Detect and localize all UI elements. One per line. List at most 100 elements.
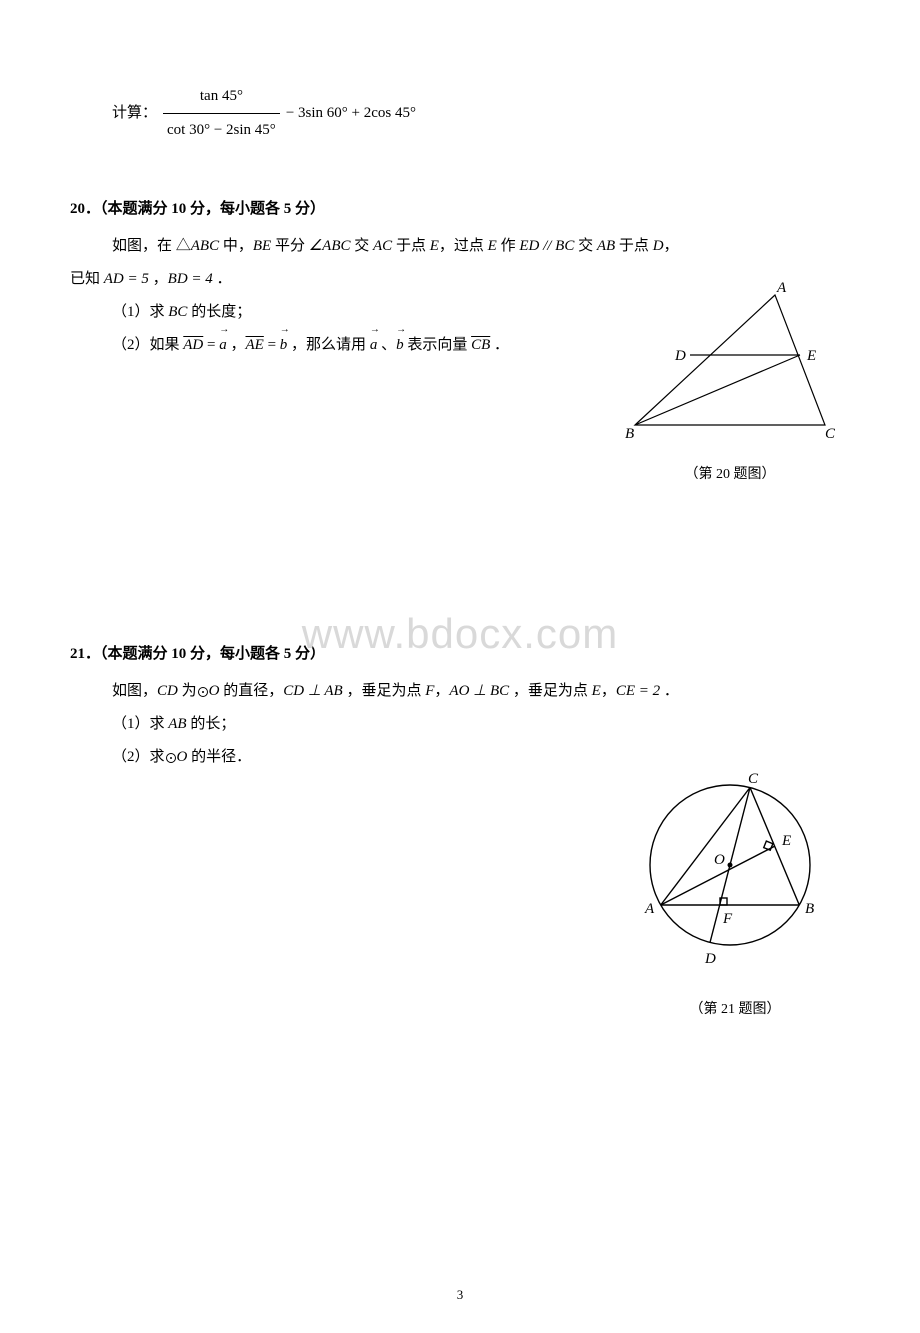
m: a xyxy=(370,329,378,362)
t: 中， xyxy=(219,238,253,254)
q20-num: 20 xyxy=(70,201,85,217)
m: b xyxy=(280,329,288,362)
m: E xyxy=(592,683,601,699)
t: 于点 xyxy=(392,238,430,254)
m: BD = 4 xyxy=(168,271,213,287)
t: ，垂足为点 xyxy=(509,683,592,699)
lblB: B xyxy=(625,426,634,442)
q19-fraction: tan 45° cot 30° − 2sin 45° xyxy=(163,80,280,147)
t: 为 xyxy=(178,683,197,699)
t: ． xyxy=(660,683,679,699)
t: 表示向量 xyxy=(404,337,472,353)
circle-svg: C E O A B F D xyxy=(635,765,835,985)
m: ∠ABC xyxy=(309,238,351,254)
t: （1）求 xyxy=(112,304,168,320)
t: 平分 xyxy=(271,238,309,254)
m: CD ⊥ AB xyxy=(283,683,342,699)
q21-caption: （第 21 题图） xyxy=(635,998,835,1018)
lblC: C xyxy=(825,426,835,442)
q21-part1: （1）求 AB 的长； xyxy=(70,708,850,741)
m: O xyxy=(209,683,220,699)
m: AB xyxy=(597,238,615,254)
t: ． xyxy=(213,271,232,287)
lblO: O xyxy=(714,852,725,868)
page-number: 3 xyxy=(457,1287,464,1303)
q21-heading: 21．（本题满分 10 分，每小题各 5 分） xyxy=(70,642,850,663)
t: 作 xyxy=(497,238,520,254)
lblE: E xyxy=(806,348,816,364)
m: b xyxy=(396,329,404,362)
m: a xyxy=(219,329,227,362)
t: 如图，在 △ xyxy=(112,238,191,254)
t: （2）求 xyxy=(112,749,165,765)
m: CB xyxy=(471,337,490,353)
t: 交 xyxy=(351,238,374,254)
lblF: F xyxy=(722,911,733,927)
q21-num: 21 xyxy=(70,646,85,662)
q20-caption: （第 20 题图） xyxy=(625,463,835,483)
t: ， xyxy=(149,271,168,287)
m: AB xyxy=(168,716,186,732)
m: E xyxy=(430,238,439,254)
t: ， xyxy=(664,238,679,254)
lblC: C xyxy=(748,771,759,787)
t: 于点 xyxy=(615,238,653,254)
t: ，垂足为点 xyxy=(343,683,426,699)
t: 交 xyxy=(574,238,597,254)
circle-icon xyxy=(166,753,176,763)
lblA: A xyxy=(776,280,787,296)
q19-section: 计算： tan 45° cot 30° − 2sin 45° − 3sin 60… xyxy=(70,80,850,147)
lblB: B xyxy=(805,901,814,917)
q19-line: 计算： tan 45° cot 30° − 2sin 45° − 3sin 60… xyxy=(70,80,850,147)
t: （2）如果 xyxy=(112,337,183,353)
t: 如图， xyxy=(112,683,157,699)
q20-heading: 20．（本题满分 10 分，每小题各 5 分） xyxy=(70,197,850,218)
lblE: E xyxy=(781,833,791,849)
m: D xyxy=(653,238,664,254)
q19-prompt: 计算： xyxy=(112,97,157,130)
t: ． xyxy=(490,337,509,353)
m: BC xyxy=(168,304,187,320)
q20-figure: A D E B C （第 20 题图） xyxy=(625,280,835,483)
circle-icon xyxy=(198,687,208,697)
m: F xyxy=(425,683,434,699)
t: 的半径． xyxy=(187,749,251,765)
t: = xyxy=(264,337,280,353)
m: AO ⊥ BC xyxy=(449,683,509,699)
t: 、 xyxy=(377,337,396,353)
t: 的长度； xyxy=(187,304,251,320)
m: E xyxy=(488,238,497,254)
t: （1）求 xyxy=(112,716,168,732)
m: CE = 2 xyxy=(616,683,660,699)
q21-line1: 如图，CD 为O 的直径，CD ⊥ AB ，垂足为点 F，AO ⊥ BC ，垂足… xyxy=(70,675,830,708)
lblD: D xyxy=(704,951,716,967)
lblD: D xyxy=(674,348,686,364)
m: O xyxy=(177,749,188,765)
t: ， xyxy=(601,683,616,699)
q21-heading-text: ．（本题满分 10 分，每小题各 5 分） xyxy=(85,646,325,662)
t: = xyxy=(203,337,219,353)
q19-frac-den: cot 30° − 2sin 45° xyxy=(163,114,280,147)
t: 的长； xyxy=(187,716,236,732)
q19-tail: − 3sin 60° + 2cos 45° xyxy=(286,97,416,130)
t: 已知 xyxy=(70,271,104,287)
m: CD xyxy=(157,683,178,699)
t: 的直径， xyxy=(219,683,283,699)
t: ，过点 xyxy=(439,238,488,254)
m: AD = 5 xyxy=(104,271,149,287)
m: BE xyxy=(253,238,271,254)
t: ， xyxy=(434,683,449,699)
m: ABC xyxy=(191,238,219,254)
lblA: A xyxy=(644,901,655,917)
m: ED // BC xyxy=(519,238,574,254)
q21-figure: C E O A B F D （第 21 题图） xyxy=(635,765,835,1018)
t: ， xyxy=(227,337,246,353)
m: AC xyxy=(373,238,392,254)
q21-section: 21．（本题满分 10 分，每小题各 5 分） 如图，CD 为O 的直径，CD … xyxy=(70,642,850,774)
triangle-svg: A D E B C xyxy=(625,280,835,450)
t: ，那么请用 xyxy=(287,337,370,353)
q20-line1: 如图，在 △ABC 中，BE 平分 ∠ABC 交 AC 于点 E，过点 E 作 … xyxy=(70,230,830,263)
m: AE xyxy=(246,337,264,353)
q20-heading-text: ．（本题满分 10 分，每小题各 5 分） xyxy=(85,201,325,217)
q19-frac-num: tan 45° xyxy=(163,80,280,114)
